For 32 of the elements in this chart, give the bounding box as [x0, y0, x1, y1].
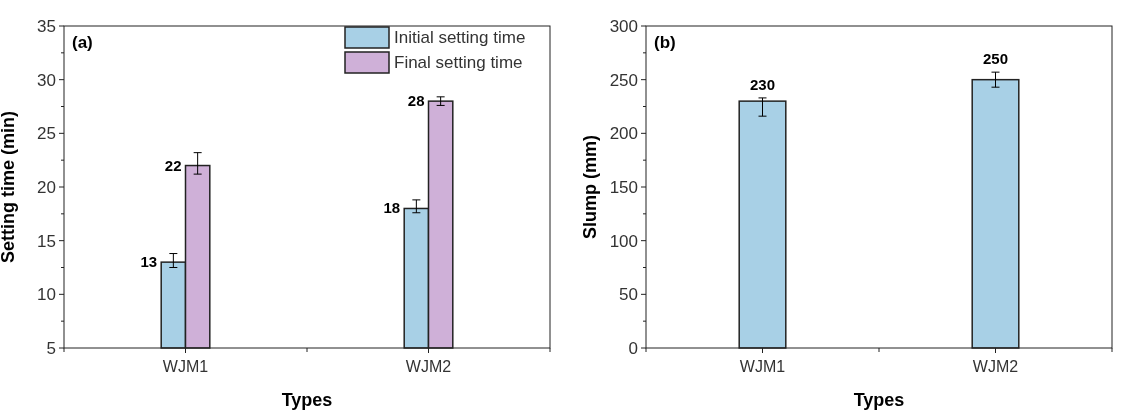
- legend-label: Final setting time: [394, 53, 523, 72]
- x-tick-label: WJM2: [972, 358, 1019, 375]
- y-tick-label: 0: [628, 338, 638, 358]
- y-tick-label: 25: [37, 124, 56, 144]
- y-axis-title: Slump (mm): [580, 134, 600, 240]
- y-axis-title: Setting time (min): [0, 111, 18, 263]
- data-label: 13: [140, 253, 158, 271]
- y-tick-label: 30: [37, 70, 56, 90]
- annotation: (b): [654, 33, 676, 52]
- legend-label: Initial setting time: [394, 28, 526, 47]
- y-tick-label: 150: [609, 177, 638, 197]
- y-tick-label: 100: [609, 231, 638, 251]
- data-label: 22: [164, 156, 182, 174]
- y-tick-label: 50: [619, 285, 638, 305]
- y-tick-label: 200: [609, 124, 638, 144]
- x-axis-title: Types: [853, 390, 905, 410]
- data-label: 18: [383, 199, 401, 217]
- y-tick-label: 250: [609, 70, 638, 90]
- data-label: 250: [982, 50, 1009, 68]
- y-tick-label: 5: [46, 338, 56, 358]
- y-tick-label: 300: [609, 16, 638, 36]
- y-tick-label: 35: [37, 16, 56, 36]
- x-tick-label: WJM1: [739, 358, 786, 375]
- data-label: 28: [407, 92, 425, 110]
- data-label: 230: [749, 75, 776, 93]
- y-tick-label: 10: [37, 285, 56, 305]
- annotation: (a): [72, 33, 93, 52]
- x-tick-label: WJM2: [405, 358, 452, 375]
- x-axis-title: Types: [281, 390, 333, 410]
- x-tick-label: WJM1: [162, 358, 209, 375]
- y-tick-label: 15: [37, 231, 56, 251]
- y-tick-label: 20: [37, 177, 56, 197]
